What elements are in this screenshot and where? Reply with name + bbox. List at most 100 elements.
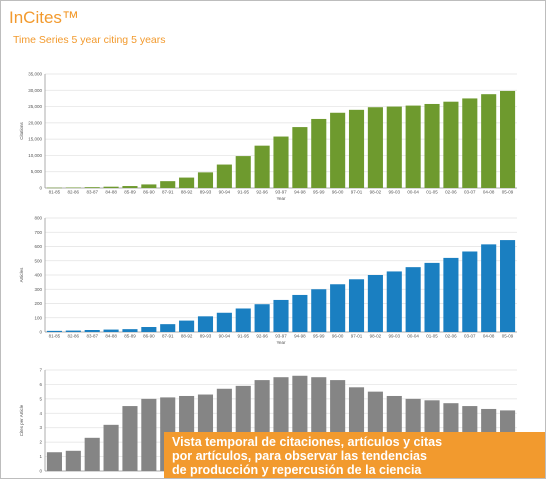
y-tick-label: 35,000 [28, 72, 42, 77]
bar-00-04 [405, 267, 421, 332]
y-tick-label: 6 [39, 382, 42, 387]
x-tick-label: 94-98 [294, 190, 306, 195]
x-tick-label: 03-07 [464, 190, 476, 195]
x-tick-label: 94-98 [294, 334, 306, 339]
bar-01-05 [424, 262, 440, 332]
y-tick-label: 4 [39, 411, 42, 416]
x-tick-label: 05-09 [502, 334, 514, 339]
x-tick-label: 05-09 [502, 190, 514, 195]
x-tick-label: 93-97 [275, 190, 287, 195]
bar-99-03 [386, 271, 402, 332]
x-tick-label: 85-89 [124, 190, 136, 195]
y-tick-label: 0 [39, 186, 42, 191]
bar-02-06 [443, 257, 459, 332]
x-axis-label: Year [276, 196, 286, 201]
bar-87-91 [160, 181, 176, 188]
bar-90-94 [216, 164, 232, 188]
y-tick-label: 5,000 [31, 169, 43, 174]
x-tick-label: 85-89 [124, 334, 136, 339]
x-tick-label: 89-93 [200, 190, 212, 195]
bar-01-05 [424, 103, 440, 188]
bar-89-93 [197, 316, 214, 332]
x-tick-label: 02-06 [445, 334, 457, 339]
bar-05-09 [500, 240, 516, 332]
y-tick-label: 300 [34, 287, 42, 292]
y-tick-label: 2 [39, 440, 42, 445]
bar-95-99 [311, 118, 327, 188]
y-tick-label: 700 [34, 230, 42, 235]
bar-86-90 [141, 398, 157, 471]
bar-93-97 [273, 299, 289, 332]
y-tick-label: 5 [39, 396, 42, 401]
x-tick-label: 99-03 [389, 190, 401, 195]
x-tick-label: 86-90 [143, 334, 155, 339]
bar-04-08 [481, 244, 497, 332]
y-tick-label: 1 [39, 454, 42, 459]
x-tick-label: 88-92 [181, 190, 193, 195]
x-tick-label: 98-02 [370, 334, 382, 339]
x-tick-label: 90-94 [219, 190, 231, 195]
x-tick-label: 84-88 [105, 190, 117, 195]
y-tick-label: 0 [39, 330, 42, 335]
bar-86-90 [141, 184, 157, 188]
x-tick-label: 93-97 [275, 334, 287, 339]
x-tick-label: 91-95 [237, 190, 249, 195]
x-tick-label: 01-05 [426, 334, 438, 339]
bar-84-88 [103, 186, 119, 188]
bar-88-92 [179, 177, 195, 188]
y-axis-label: Citations [19, 122, 24, 140]
y-tick-label: 30,000 [28, 88, 42, 93]
x-tick-label: 84-88 [105, 334, 117, 339]
x-tick-label: 00-04 [407, 190, 419, 195]
x-tick-label: 96-00 [332, 190, 344, 195]
x-tick-label: 87-91 [162, 334, 174, 339]
x-tick-label: 01-05 [426, 190, 438, 195]
bar-92-96 [254, 304, 270, 332]
x-tick-label: 95-99 [313, 190, 325, 195]
bar-81-85 [46, 187, 62, 189]
y-tick-label: 15,000 [28, 137, 42, 142]
x-tick-label: 82-86 [68, 334, 80, 339]
y-tick-label: 0 [39, 469, 42, 474]
bar-81-85 [46, 330, 62, 332]
bar-96-00 [330, 284, 346, 332]
y-axis-label: Articles [19, 267, 24, 283]
x-tick-label: 04-08 [483, 334, 495, 339]
bar-83-87 [84, 187, 100, 188]
bar-88-92 [179, 320, 195, 332]
bar-94-98 [292, 127, 308, 188]
x-tick-label: 83-87 [86, 190, 98, 195]
bar-85-89 [122, 329, 138, 332]
x-axis-label: Year [276, 340, 286, 345]
x-tick-label: 02-06 [445, 190, 457, 195]
bar-83-87 [84, 437, 100, 471]
x-tick-label: 04-08 [483, 190, 495, 195]
x-tick-label: 99-03 [389, 334, 401, 339]
bar-04-08 [481, 94, 497, 188]
x-tick-label: 97-01 [351, 190, 363, 195]
bar-85-89 [122, 406, 138, 471]
y-tick-label: 100 [34, 315, 42, 320]
bar-82-86 [65, 450, 81, 471]
y-tick-label: 200 [34, 301, 42, 306]
bar-00-04 [405, 105, 421, 188]
y-tick-label: 600 [34, 244, 42, 249]
y-tick-label: 10,000 [28, 153, 42, 158]
bar-96-00 [330, 112, 346, 188]
bar-03-07 [462, 98, 478, 188]
chart-subtitle: Time Series 5 year citing 5 years [13, 34, 166, 46]
x-tick-label: 83-87 [86, 334, 98, 339]
bar-82-86 [65, 330, 81, 332]
bar-02-06 [443, 101, 459, 188]
bar-85-89 [122, 186, 138, 188]
bar-87-91 [160, 324, 176, 332]
bar-94-98 [292, 294, 308, 332]
bar-84-88 [103, 424, 119, 471]
bar-05-09 [500, 90, 516, 188]
caption-line-1: Vista temporal de citaciones, artículos … [172, 435, 443, 449]
x-tick-label: 03-07 [464, 334, 476, 339]
bar-98-02 [367, 275, 383, 332]
caption-line-2: por artículos, para observar las tendenc… [172, 449, 427, 463]
